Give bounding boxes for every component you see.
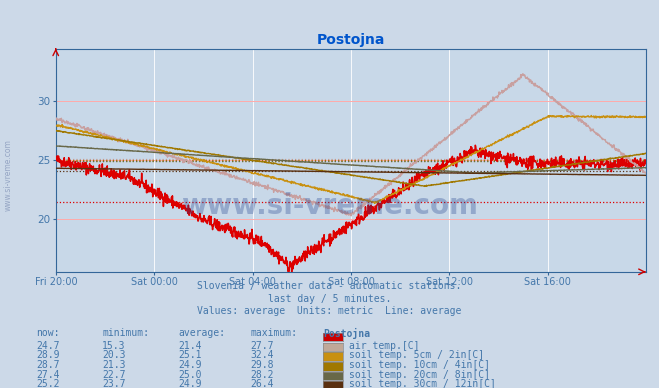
Text: average:: average: — [178, 328, 225, 338]
Text: soil temp. 30cm / 12in[C]: soil temp. 30cm / 12in[C] — [349, 379, 496, 388]
Text: minimum:: minimum: — [102, 328, 149, 338]
Text: 28.2: 28.2 — [250, 370, 274, 380]
Text: 24.9: 24.9 — [178, 379, 202, 388]
Text: 25.2: 25.2 — [36, 379, 60, 388]
Text: 22.7: 22.7 — [102, 370, 126, 380]
Text: 26.4: 26.4 — [250, 379, 274, 388]
Text: 21.3: 21.3 — [102, 360, 126, 370]
Text: 32.4: 32.4 — [250, 350, 274, 360]
Text: 23.7: 23.7 — [102, 379, 126, 388]
Text: air temp.[C]: air temp.[C] — [349, 341, 420, 351]
Text: 21.4: 21.4 — [178, 341, 202, 351]
Title: Postojna: Postojna — [317, 33, 385, 47]
Text: now:: now: — [36, 328, 60, 338]
Text: 29.8: 29.8 — [250, 360, 274, 370]
Text: 24.7: 24.7 — [36, 341, 60, 351]
Text: 28.9: 28.9 — [36, 350, 60, 360]
Text: www.si-vreme.com: www.si-vreme.com — [181, 192, 478, 220]
Text: 27.4: 27.4 — [36, 370, 60, 380]
Text: 25.0: 25.0 — [178, 370, 202, 380]
Text: Values: average  Units: metric  Line: average: Values: average Units: metric Line: aver… — [197, 306, 462, 316]
Text: soil temp. 20cm / 8in[C]: soil temp. 20cm / 8in[C] — [349, 370, 490, 380]
Text: 24.9: 24.9 — [178, 360, 202, 370]
Text: 15.3: 15.3 — [102, 341, 126, 351]
Text: soil temp. 10cm / 4in[C]: soil temp. 10cm / 4in[C] — [349, 360, 490, 370]
Text: Postojna: Postojna — [323, 328, 370, 339]
Text: soil temp. 5cm / 2in[C]: soil temp. 5cm / 2in[C] — [349, 350, 484, 360]
Text: 20.3: 20.3 — [102, 350, 126, 360]
Text: last day / 5 minutes.: last day / 5 minutes. — [268, 294, 391, 304]
Text: Slovenia / weather data - automatic stations.: Slovenia / weather data - automatic stat… — [197, 281, 462, 291]
Text: maximum:: maximum: — [250, 328, 297, 338]
Text: 25.1: 25.1 — [178, 350, 202, 360]
Text: 28.7: 28.7 — [36, 360, 60, 370]
Text: 27.7: 27.7 — [250, 341, 274, 351]
Text: www.si-vreme.com: www.si-vreme.com — [4, 139, 13, 211]
